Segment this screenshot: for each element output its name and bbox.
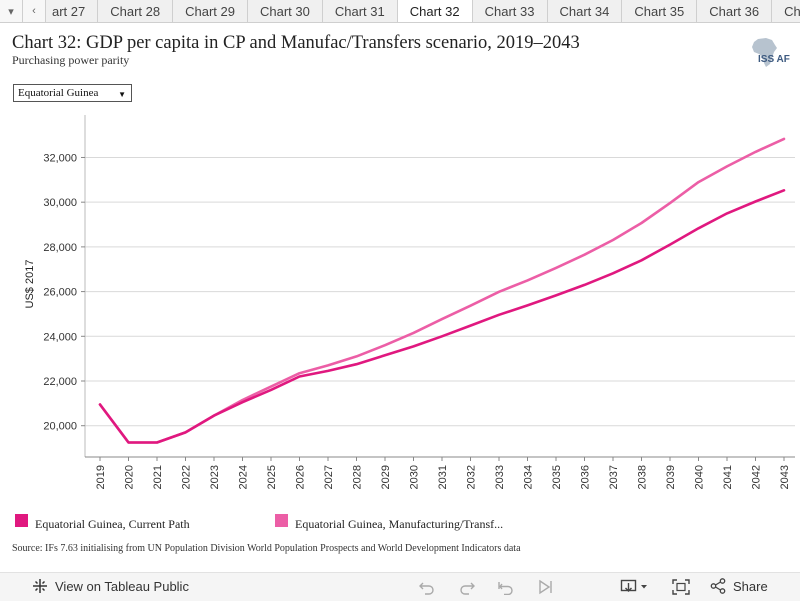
x-tick-label: 2025 xyxy=(266,465,278,489)
x-tick-label: 2029 xyxy=(380,465,392,489)
x-tick-label: 2040 xyxy=(694,465,706,489)
y-axis-label: US$ 2017 xyxy=(24,260,36,309)
y-axis: 20,000 22,000 24,000 26,000 28,000 30,000 32,0… xyxy=(43,115,86,457)
share-icon xyxy=(710,578,726,594)
x-tick-label: 2028 xyxy=(352,465,364,489)
undo-icon[interactable] xyxy=(418,579,436,595)
x-tick-label: 2019 xyxy=(95,465,107,489)
tab-chart-33[interactable]: Chart 33 xyxy=(472,0,548,22)
pause-updates-icon[interactable] xyxy=(537,579,555,595)
tab-char[interactable]: Char xyxy=(772,0,800,22)
tab-chart-34[interactable]: Chart 34 xyxy=(547,0,623,22)
y-tick-label: 24,000 xyxy=(43,331,77,343)
x-tick-label: 2042 xyxy=(751,465,763,489)
series-line-manufacturing xyxy=(98,137,786,444)
x-tick-label: 2034 xyxy=(523,465,535,489)
tab-chart-31[interactable]: Chart 31 xyxy=(322,0,398,22)
sheet-tab-bar: ▾ ‹ art 27 Chart 28 Chart 29 Chart 30 Chart … xyxy=(0,0,800,23)
chevron-down-icon: ▾ xyxy=(8,5,14,18)
tab-chart-27[interactable]: art 27 xyxy=(46,0,99,22)
x-tick-label: 2041 xyxy=(722,465,734,489)
x-tick-label: 2036 xyxy=(580,465,592,489)
iss-africa-logo: ISS AF xyxy=(752,38,790,67)
x-tick-label: 2023 xyxy=(209,465,221,489)
sheet-tabs: art 27 Chart 28 Chart 29 Chart 30 Chart 31 Ch… xyxy=(46,0,800,22)
legend-item-manufacturing[interactable]: Equatorial Guinea, Manufacturing/Transf.… xyxy=(275,509,503,532)
share-label: Share xyxy=(733,578,768,594)
x-tick-label: 2032 xyxy=(466,465,478,489)
x-tick-label: 2021 xyxy=(152,465,164,489)
legend-swatch-manufacturing xyxy=(275,514,288,527)
download-icon[interactable] xyxy=(620,579,652,595)
y-tick-label: 28,000 xyxy=(43,242,77,254)
x-tick-label: 2031 xyxy=(437,465,449,489)
x-tick-label: 2027 xyxy=(323,465,335,489)
y-tick-label: 32,000 xyxy=(43,152,77,164)
tab-chart-36[interactable]: Chart 36 xyxy=(697,0,773,22)
tab-scroll-left-button[interactable]: ‹ xyxy=(23,0,46,22)
fullscreen-icon[interactable] xyxy=(672,579,690,595)
tableau-toolbar: View on Tableau Public Share xyxy=(0,572,800,601)
x-tick-label: 2039 xyxy=(665,465,677,489)
y-tick-label: 26,000 xyxy=(43,287,77,299)
x-tick-label: 2043 xyxy=(779,465,791,489)
x-tick-label: 2033 xyxy=(494,465,506,489)
revert-icon[interactable] xyxy=(497,579,515,595)
tab-chart-28[interactable]: Chart 28 xyxy=(98,0,174,22)
chart-title: Chart 32: GDP per capita in CP and Manuf… xyxy=(12,33,580,53)
share-button[interactable]: Share xyxy=(710,578,768,594)
tab-chart-29[interactable]: Chart 29 xyxy=(173,0,248,22)
chart-subtitle: Purchasing power parity xyxy=(12,53,130,67)
x-axis: 2019 2020 2021 2022 2023 2024 2025 2026 2027 2028… xyxy=(85,456,795,489)
legend-swatch-current-path xyxy=(15,514,28,527)
grid-lines xyxy=(85,156,795,427)
logo-text: ISS AF xyxy=(758,54,790,65)
line-chart: 20,000 22,000 24,000 26,000 28,000 30,000 32,0… xyxy=(24,115,795,489)
country-filter-dropdown[interactable]: Equatorial Guinea ▼ xyxy=(13,84,132,102)
source-note: Source: IFs 7.63 initialising from UN Po… xyxy=(12,543,521,554)
legend-label-current-path: Equatorial Guinea, Current Path xyxy=(35,517,190,531)
tab-chart-35[interactable]: Chart 35 xyxy=(622,0,698,22)
x-tick-label: 2022 xyxy=(181,465,193,489)
legend-label-manufacturing: Equatorial Guinea, Manufacturing/Transf.… xyxy=(295,517,504,531)
chevron-down-icon: ▼ xyxy=(118,90,126,99)
x-tick-label: 2037 xyxy=(608,465,620,489)
series-lines xyxy=(98,137,786,444)
x-tick-label: 2035 xyxy=(551,465,563,489)
x-tick-label: 2030 xyxy=(409,465,421,489)
redo-icon[interactable] xyxy=(458,579,476,595)
view-on-tableau-public-button[interactable]: View on Tableau Public xyxy=(32,578,189,594)
view-on-tableau-public-label: View on Tableau Public xyxy=(55,578,189,594)
legend-item-current-path[interactable]: Equatorial Guinea, Current Path xyxy=(15,509,190,532)
tab-chart-30[interactable]: Chart 30 xyxy=(248,0,323,22)
tab-chart-32[interactable]: Chart 32 xyxy=(397,0,473,22)
y-tick-label: 30,000 xyxy=(43,197,77,209)
country-filter-value: Equatorial Guinea xyxy=(18,87,99,99)
x-tick-label: 2026 xyxy=(295,465,307,489)
chevron-left-icon: ‹ xyxy=(32,5,36,17)
x-tick-label: 2020 xyxy=(124,465,136,489)
tableau-logo-icon xyxy=(33,579,47,593)
x-tick-label: 2038 xyxy=(637,465,649,489)
y-tick-label: 20,000 xyxy=(43,421,77,433)
x-tick-label: 2024 xyxy=(238,465,250,489)
y-tick-label: 22,000 xyxy=(43,376,77,388)
series-line-current-path xyxy=(98,189,786,444)
tab-menu-button[interactable]: ▾ xyxy=(0,0,23,22)
